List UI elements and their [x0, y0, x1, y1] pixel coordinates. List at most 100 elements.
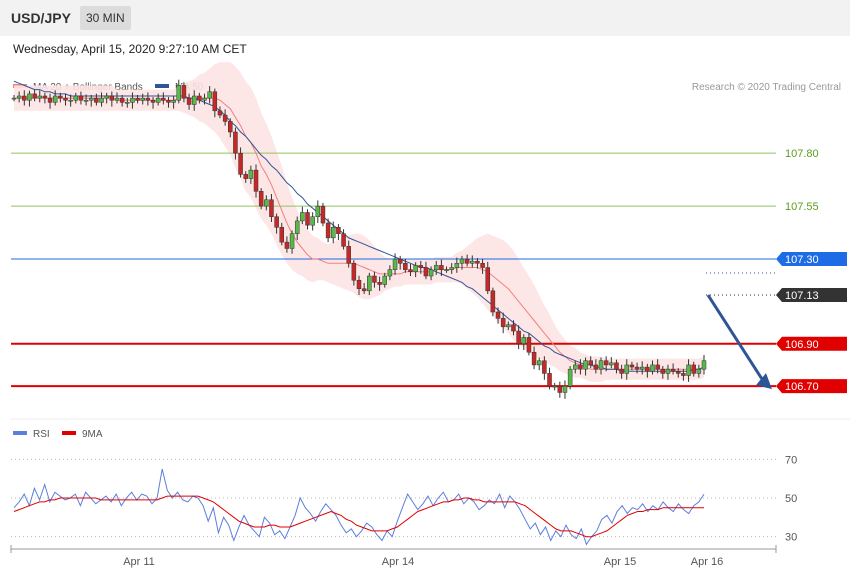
- candle-body-42: [228, 121, 233, 133]
- candle-body-11: [68, 99, 73, 102]
- candle-body-83: [439, 265, 444, 270]
- candle-body-115: [603, 360, 609, 366]
- candle-body-24: [135, 97, 140, 101]
- candle-body-98: [516, 330, 521, 345]
- candle-body-8: [52, 95, 58, 103]
- candle-body-71: [377, 282, 382, 285]
- candle-body-77: [408, 269, 413, 273]
- candle-body-94: [495, 311, 501, 319]
- candle-body-59: [315, 205, 321, 217]
- level-tag-label-5: 106.70: [785, 381, 819, 393]
- candle-body-36: [197, 95, 202, 101]
- candle-body-103: [542, 360, 547, 374]
- projection-arrow-shaft: [706, 294, 764, 380]
- candle-body-21: [119, 97, 125, 103]
- x-tick-label-1: Apr 14: [382, 556, 414, 568]
- candle-body-57: [305, 212, 310, 226]
- candle-body-95: [500, 318, 506, 328]
- candle-body-27: [150, 99, 156, 103]
- candle-body-60: [320, 205, 326, 224]
- candle-body-12: [73, 95, 79, 101]
- timeframe-button[interactable]: 30 MIN: [80, 6, 131, 30]
- candle-body-55: [294, 220, 300, 234]
- candle-body-53: [284, 241, 290, 249]
- candle-body-84: [444, 269, 449, 271]
- credit-text: Research © 2020 Trading Central: [692, 82, 841, 93]
- candle-body-2: [22, 95, 27, 101]
- symbol-title: USD/JPY: [11, 10, 71, 26]
- candle-body-69: [367, 275, 372, 292]
- level-tag-label-4: 106.90: [785, 339, 819, 351]
- candle-body-26: [145, 97, 151, 101]
- candle-body-75: [397, 258, 403, 264]
- candle-body-74: [392, 258, 398, 270]
- candle-body-68: [361, 288, 367, 292]
- candle-body-43: [233, 131, 238, 154]
- candle-body-47: [253, 169, 259, 192]
- candle-body-30: [166, 99, 171, 103]
- candle-body-3: [27, 93, 32, 101]
- candle-body-102: [536, 360, 542, 366]
- candle-body-1: [16, 95, 22, 99]
- candle-body-34: [186, 97, 192, 105]
- candle-body-45: [243, 174, 248, 179]
- candle-body-131: [686, 364, 691, 376]
- rsi-legend-swatch: [13, 431, 27, 435]
- header-bar: USD/JPY 30 MIN: [0, 0, 850, 36]
- candle-body-54: [289, 233, 295, 249]
- candle-body-70: [372, 275, 377, 283]
- candle-body-129: [676, 371, 681, 374]
- candle-body-112: [588, 360, 593, 366]
- candle-body-0: [11, 97, 17, 100]
- candle-body-50: [269, 199, 274, 217]
- candle-body-9: [58, 95, 63, 99]
- candle-body-6: [42, 95, 48, 99]
- rsi-tick-50: 50: [785, 493, 797, 505]
- candle-body-89: [470, 260, 475, 264]
- candle-body-46: [248, 169, 254, 179]
- candle-body-120: [629, 364, 635, 368]
- candle-body-126: [660, 368, 666, 374]
- candle-body-41: [222, 114, 228, 122]
- candle-body-99: [521, 337, 527, 345]
- candle-body-93: [490, 290, 496, 313]
- candle-body-13: [78, 95, 84, 101]
- candle-body-29: [161, 97, 166, 101]
- candle-body-104: [547, 373, 552, 387]
- candle-body-38: [207, 91, 212, 99]
- x-tick-label-0: Apr 11: [123, 556, 155, 568]
- candle-body-7: [47, 97, 53, 103]
- candle-body-4: [32, 93, 37, 99]
- candle-body-19: [109, 95, 115, 101]
- candle-body-37: [202, 97, 207, 101]
- rsi-legend-label: RSI: [33, 429, 50, 440]
- candle-body-132: [691, 364, 696, 374]
- candle-body-107: [562, 385, 568, 393]
- rsi-line: [13, 468, 705, 546]
- candle-body-101: [531, 351, 537, 366]
- candle-body-52: [279, 227, 285, 243]
- candle-body-14: [83, 99, 89, 102]
- candle-body-67: [356, 279, 362, 289]
- candle-body-125: [655, 364, 660, 370]
- candle-body-124: [650, 364, 655, 372]
- candle-body-17: [99, 97, 104, 103]
- candle-body-110: [578, 364, 583, 370]
- candle-body-62: [331, 227, 336, 239]
- candle-body-105: [552, 385, 557, 388]
- candle-body-40: [217, 110, 223, 116]
- candle-body-73: [387, 269, 393, 277]
- candle-body-88: [464, 258, 470, 264]
- level-tag-3: [776, 288, 847, 303]
- candle-body-106: [557, 385, 563, 393]
- candle-body-16: [94, 97, 99, 103]
- candle-body-119: [624, 364, 630, 374]
- candle-body-85: [449, 267, 454, 270]
- candle-body-111: [583, 360, 588, 370]
- candle-body-48: [258, 191, 264, 207]
- candle-body-44: [238, 152, 243, 175]
- candle-body-118: [619, 368, 624, 374]
- candle-body-22: [125, 102, 130, 104]
- candle-body-128: [670, 368, 676, 372]
